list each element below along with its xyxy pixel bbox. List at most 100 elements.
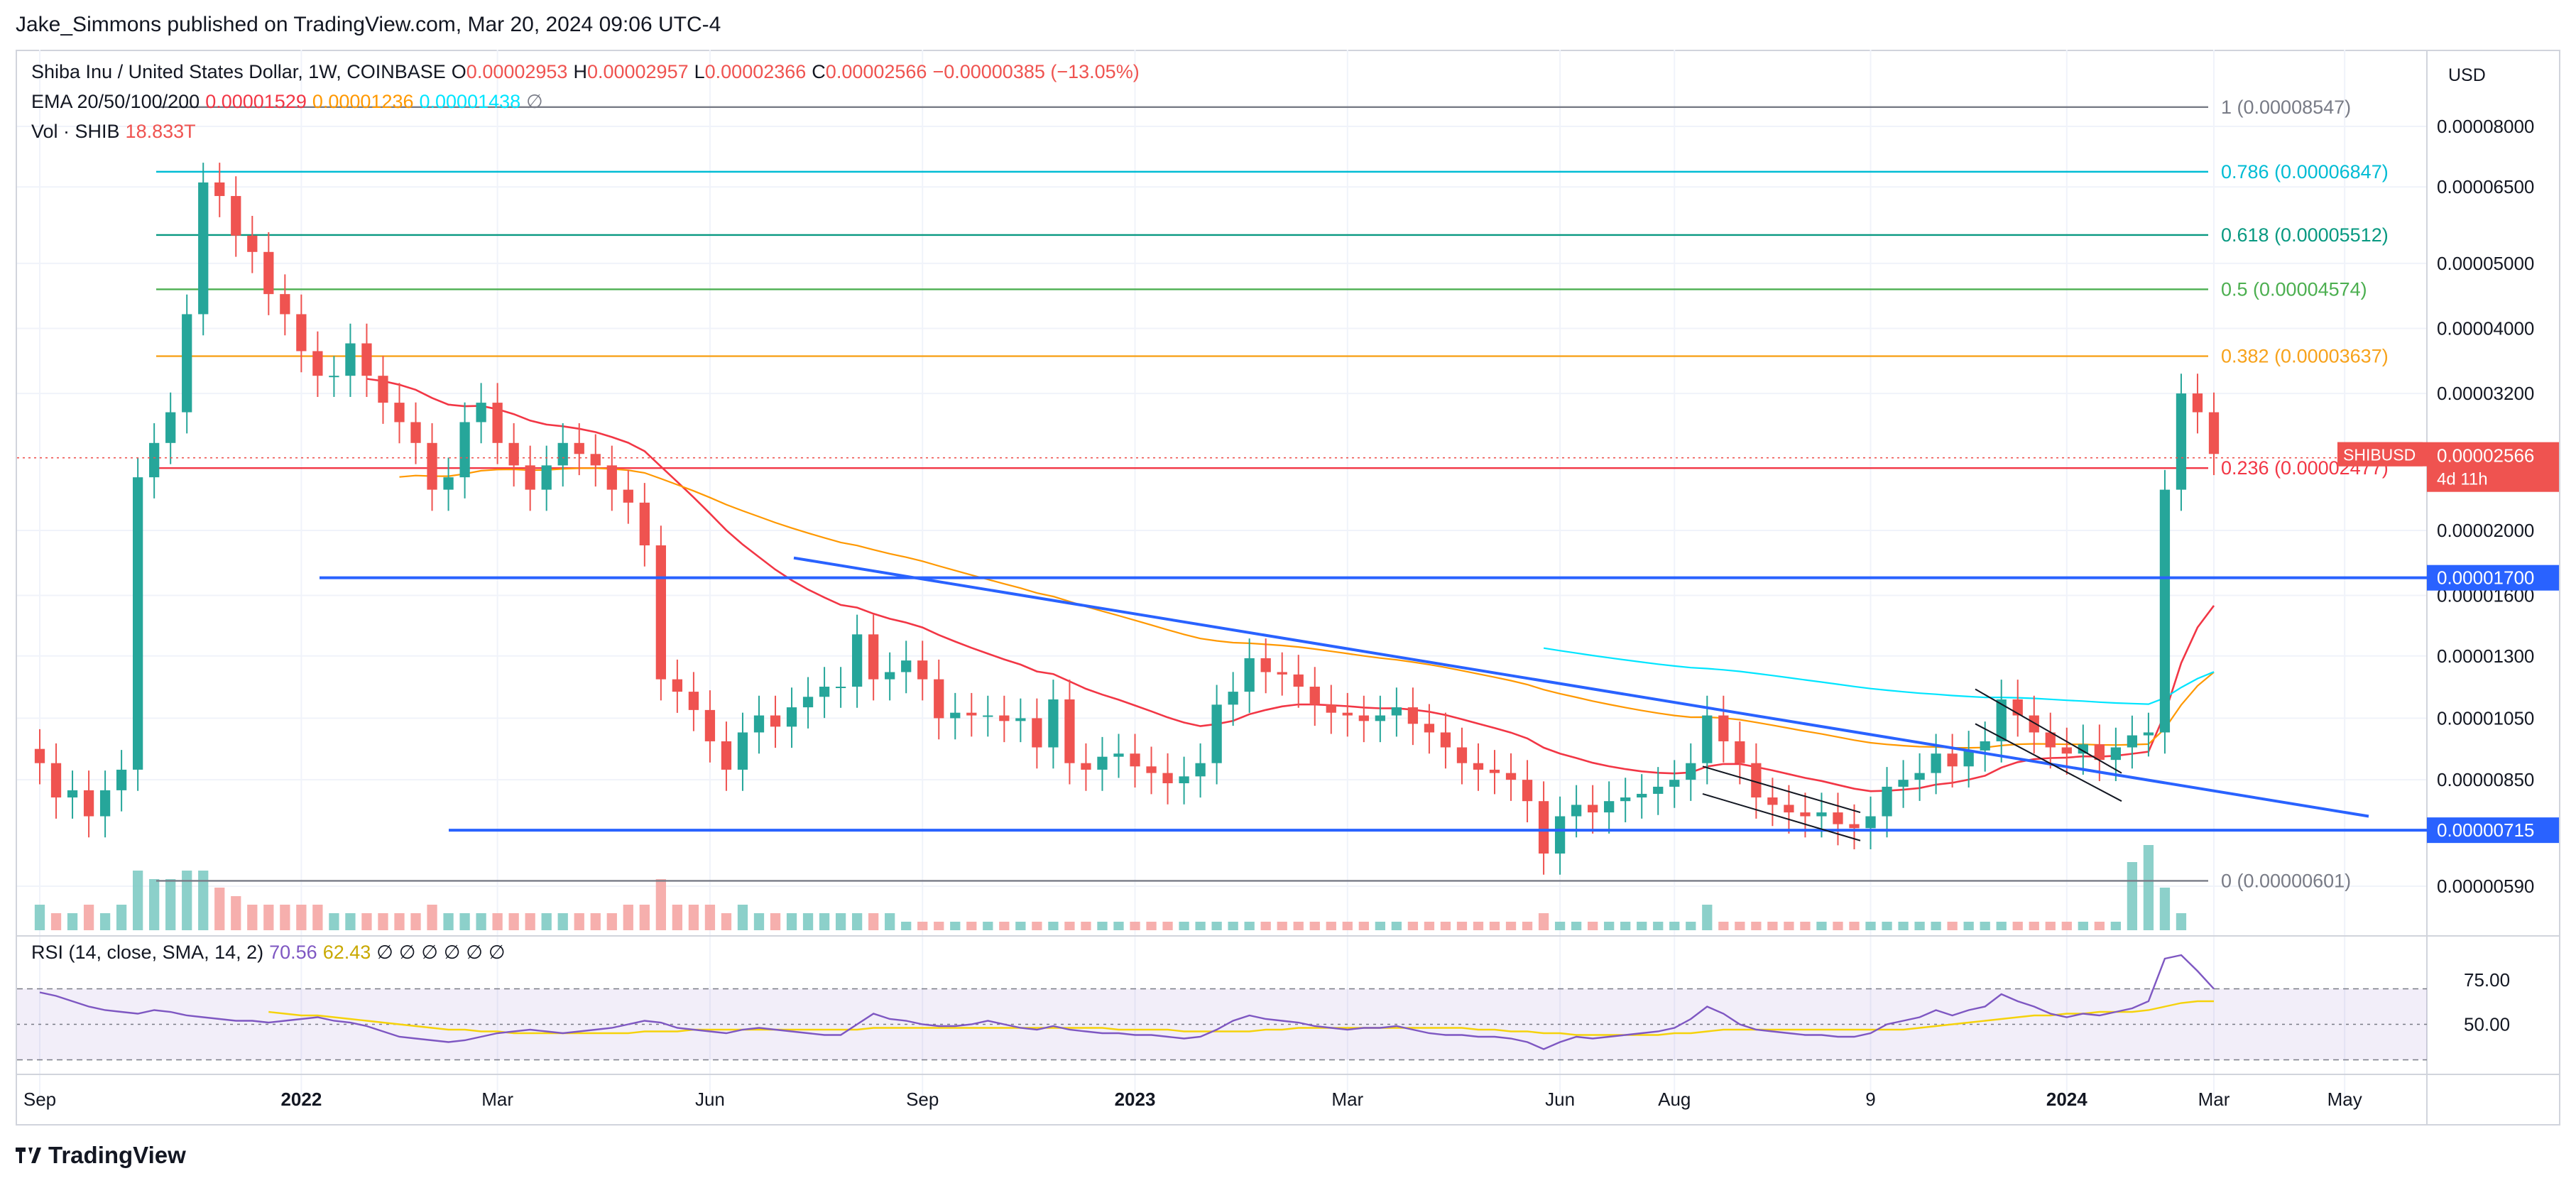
symbol-title[interactable]: Shiba Inu / United States Dollar, 1W, CO… [31,61,446,82]
candle-body [2061,747,2072,754]
candle-body [868,634,879,680]
candle [1260,638,1271,694]
candle [1081,743,1091,791]
volume-bar [1146,922,1157,930]
candle [704,690,716,763]
ema20-line [366,378,2215,792]
current-price-tag [2427,442,2559,492]
volume-bar [1081,922,1091,930]
volume-bar [1375,922,1385,930]
candle-body [1620,797,1631,802]
candle [149,423,160,498]
volume-bar [312,905,323,930]
channel-line-top [1702,765,1861,814]
candle-body [198,182,209,315]
rsi-empty-6: ∅ [488,942,506,963]
tradingview-footer[interactable]: TradingView [16,1142,186,1169]
volume-bar [1538,913,1549,930]
volume-bar [2029,922,2039,930]
volume-bar [410,913,421,930]
candle-body [770,715,781,727]
candle-body [492,403,503,443]
volume-bar [557,913,568,930]
candle [525,445,535,511]
volume-bar [1489,922,1500,930]
volume-bar [1113,922,1124,930]
candle [999,695,1010,743]
candle [280,274,290,336]
candle-body [2110,747,2122,761]
volume-bar [1898,922,1909,930]
candle [459,402,470,498]
volume-bar [1767,922,1778,930]
candle [639,483,650,567]
candle [770,695,781,748]
volume-bar [721,913,732,930]
candle-body [1505,773,1517,780]
volume-bar [1686,922,1696,930]
candle-body [2176,393,2187,490]
candle-body [1588,805,1598,813]
candle [476,383,486,444]
ema100-value: 0.00001438 [419,91,521,112]
flag-line-top [1975,688,2122,774]
time-axis-label: 9 [1865,1089,1875,1110]
volume-series [34,845,2187,930]
volume-bar [508,913,519,930]
candle-body [1179,776,1189,784]
candle [966,692,977,737]
volume-bar [655,879,666,930]
ema20-value: 0.00001529 [205,91,307,112]
candle [2110,727,2122,781]
candle-body [247,235,258,252]
time-axis-label: Jun [695,1089,725,1110]
candle [182,294,192,434]
candle [1358,695,1369,743]
flag-line-bottom [1975,723,2122,802]
candle-body [1767,797,1778,805]
candle [1554,796,1566,875]
volume-bar [1571,922,1582,930]
volume-bar [1195,922,1206,930]
candle-body [606,465,617,490]
time-axis-label: 2024 [2046,1089,2087,1110]
candle [1195,743,1206,798]
candle [165,392,176,464]
volume-bar [1424,922,1435,930]
candle [1784,785,1794,834]
volume-bar [50,913,62,930]
rsi-axis-label: 50.00 [2464,1014,2510,1035]
close-value: 0.00002566 [825,61,927,82]
candle-body [1195,763,1206,777]
candle-body [361,343,372,376]
candle [116,750,127,812]
volume-bar [1130,922,1140,930]
volume-bar [329,913,339,930]
candle [753,695,765,754]
volume-bar [917,922,928,930]
ema-label[interactable]: EMA 20/50/100/200 [31,91,200,112]
candle-body [1391,707,1402,716]
candle [541,445,552,511]
candle [2143,712,2154,757]
channel-line-bottom [1702,792,1861,841]
time-axis-label: Mar [2198,1089,2230,1110]
volume-bar [525,913,535,930]
candle-body [2029,715,2039,733]
candle-body [1931,753,1941,773]
candle [1914,753,1925,801]
candle [1686,743,1696,801]
candle [1015,698,1026,743]
volume-bar [67,913,78,930]
vol-label[interactable]: Vol · SHIB [31,121,120,142]
currency-label[interactable]: USD [2448,65,2486,85]
candle-body [345,343,356,376]
candle [1375,695,1385,743]
candle-body [1882,786,1892,817]
volume-bar [1620,922,1631,930]
rsi-label[interactable]: RSI (14, close, SMA, 14, 2) [31,942,264,963]
candle [427,423,437,511]
candle [2012,680,2023,737]
level-price-tag-text: 0.00000715 [2437,819,2534,841]
